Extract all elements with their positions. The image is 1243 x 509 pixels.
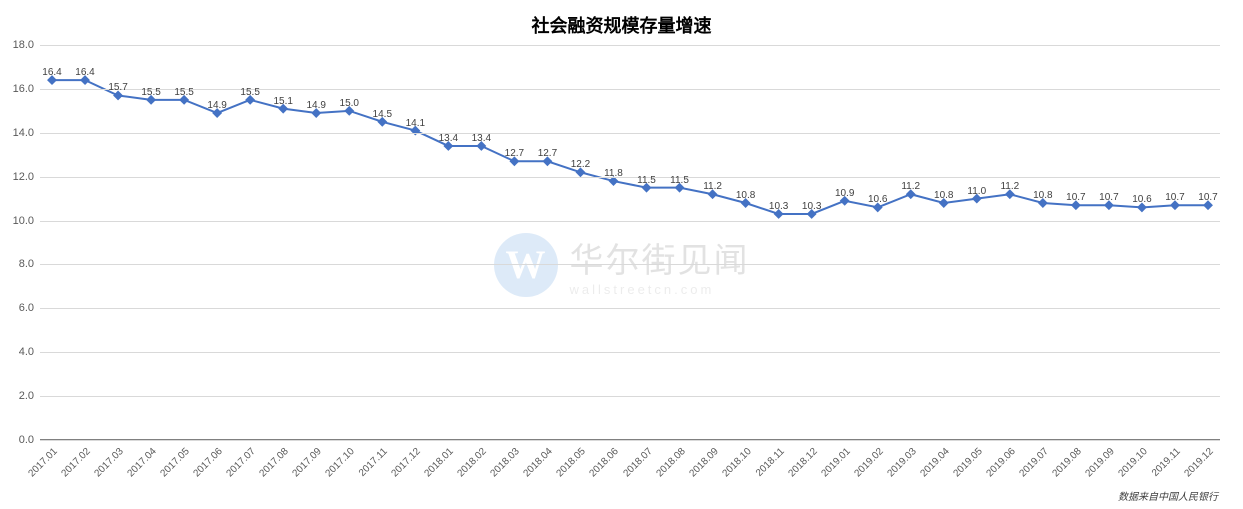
data-label: 11.2 bbox=[1000, 181, 1019, 192]
x-tick-label: 2018.12 bbox=[786, 446, 819, 479]
gridline bbox=[40, 352, 1220, 353]
data-label: 10.8 bbox=[1033, 190, 1052, 201]
x-tick-label: 2017.07 bbox=[225, 446, 258, 479]
data-label: 10.7 bbox=[1066, 192, 1085, 203]
x-tick-label: 2019.04 bbox=[918, 446, 951, 479]
x-tick-label: 2019.12 bbox=[1182, 446, 1215, 479]
x-tick-label: 2018.07 bbox=[621, 446, 654, 479]
x-tick-label: 2019.09 bbox=[1083, 446, 1116, 479]
gridline bbox=[40, 177, 1220, 178]
data-label: 10.6 bbox=[868, 194, 887, 205]
x-tick-label: 2018.09 bbox=[687, 446, 720, 479]
x-tick-label: 2019.06 bbox=[984, 446, 1017, 479]
data-label: 11.0 bbox=[967, 185, 986, 196]
gridline bbox=[40, 264, 1220, 265]
data-label: 16.4 bbox=[42, 67, 61, 78]
y-tick-label: 10.0 bbox=[13, 215, 34, 227]
x-tick-label: 2017.12 bbox=[390, 446, 423, 479]
data-label: 10.8 bbox=[736, 190, 755, 201]
data-label: 15.5 bbox=[240, 87, 259, 98]
data-label: 12.2 bbox=[571, 159, 590, 170]
x-tick-label: 2018.10 bbox=[720, 446, 753, 479]
gridline bbox=[40, 308, 1220, 309]
x-tick-label: 2019.01 bbox=[819, 446, 852, 479]
plot-area: 0.02.04.06.08.010.012.014.016.018.016.41… bbox=[40, 45, 1220, 440]
x-tick-label: 2017.11 bbox=[357, 446, 390, 479]
x-tick-label: 2017.08 bbox=[258, 446, 291, 479]
data-label: 10.7 bbox=[1165, 192, 1184, 203]
gridline bbox=[40, 133, 1220, 134]
y-tick-label: 18.0 bbox=[13, 39, 34, 51]
x-tick-label: 2019.10 bbox=[1116, 446, 1149, 479]
x-tick-label: 2017.01 bbox=[26, 446, 59, 479]
data-label: 15.7 bbox=[108, 82, 127, 93]
x-tick-label: 2018.03 bbox=[489, 446, 522, 479]
y-tick-label: 16.0 bbox=[13, 83, 34, 95]
x-tick-label: 2017.10 bbox=[324, 446, 357, 479]
y-tick-label: 0.0 bbox=[19, 434, 34, 446]
data-label: 14.9 bbox=[207, 100, 226, 111]
data-label: 10.8 bbox=[934, 190, 953, 201]
gridline bbox=[40, 221, 1220, 222]
x-tick-label: 2019.08 bbox=[1050, 446, 1083, 479]
data-label: 15.0 bbox=[340, 98, 359, 109]
data-label: 14.1 bbox=[406, 117, 425, 128]
gridline bbox=[40, 89, 1220, 90]
source-note: 数据来自中国人民银行 bbox=[1118, 488, 1218, 503]
data-label: 15.1 bbox=[273, 95, 292, 106]
chart-title: 社会融资规模存量增速 bbox=[0, 12, 1243, 38]
data-label: 13.4 bbox=[439, 133, 458, 144]
x-tick-label: 2018.04 bbox=[522, 446, 555, 479]
gridline bbox=[40, 440, 1220, 441]
chart-container: 社会融资规模存量增速 W 华尔街见闻 wallstreetcn.com 0.02… bbox=[0, 0, 1243, 509]
x-tick-label: 2017.02 bbox=[59, 446, 92, 479]
data-label: 10.7 bbox=[1099, 192, 1118, 203]
x-tick-label: 2019.11 bbox=[1150, 446, 1183, 479]
data-label: 11.2 bbox=[703, 181, 722, 192]
x-tick-label: 2019.07 bbox=[1017, 446, 1050, 479]
gridline bbox=[40, 45, 1220, 46]
data-label: 10.9 bbox=[835, 188, 854, 199]
data-label: 11.2 bbox=[901, 181, 920, 192]
y-tick-label: 12.0 bbox=[13, 171, 34, 183]
data-label: 12.7 bbox=[505, 148, 524, 159]
x-tick-label: 2018.02 bbox=[456, 446, 489, 479]
data-label: 14.9 bbox=[306, 100, 325, 111]
x-tick-label: 2018.01 bbox=[423, 446, 456, 479]
data-label: 15.5 bbox=[141, 87, 160, 98]
data-label: 10.7 bbox=[1198, 192, 1217, 203]
x-tick-label: 2017.06 bbox=[192, 446, 225, 479]
x-tick-label: 2018.11 bbox=[754, 446, 787, 479]
x-tick-label: 2019.02 bbox=[852, 446, 885, 479]
data-label: 11.8 bbox=[604, 168, 623, 179]
data-label: 15.5 bbox=[174, 87, 193, 98]
x-tick-label: 2017.09 bbox=[291, 446, 324, 479]
data-label: 11.5 bbox=[670, 174, 689, 185]
data-label: 14.5 bbox=[373, 109, 392, 120]
y-tick-label: 8.0 bbox=[19, 258, 34, 270]
x-tick-label: 2019.03 bbox=[885, 446, 918, 479]
data-label: 10.6 bbox=[1132, 194, 1151, 205]
data-label: 16.4 bbox=[75, 67, 94, 78]
data-label: 11.5 bbox=[637, 174, 656, 185]
y-tick-label: 14.0 bbox=[13, 127, 34, 139]
x-tick-label: 2017.03 bbox=[92, 446, 125, 479]
y-tick-label: 2.0 bbox=[19, 390, 34, 402]
y-tick-label: 4.0 bbox=[19, 346, 34, 358]
data-label: 10.3 bbox=[802, 201, 821, 212]
x-tick-label: 2018.08 bbox=[654, 446, 687, 479]
x-tick-label: 2017.05 bbox=[159, 446, 192, 479]
x-tick-label: 2017.04 bbox=[126, 446, 159, 479]
data-label: 12.7 bbox=[538, 148, 557, 159]
gridline bbox=[40, 396, 1220, 397]
x-tick-label: 2019.05 bbox=[951, 446, 984, 479]
x-tick-label: 2018.05 bbox=[555, 446, 588, 479]
x-tick-label: 2018.06 bbox=[588, 446, 621, 479]
y-tick-label: 6.0 bbox=[19, 302, 34, 314]
data-label: 10.3 bbox=[769, 201, 788, 212]
data-label: 13.4 bbox=[472, 133, 491, 144]
